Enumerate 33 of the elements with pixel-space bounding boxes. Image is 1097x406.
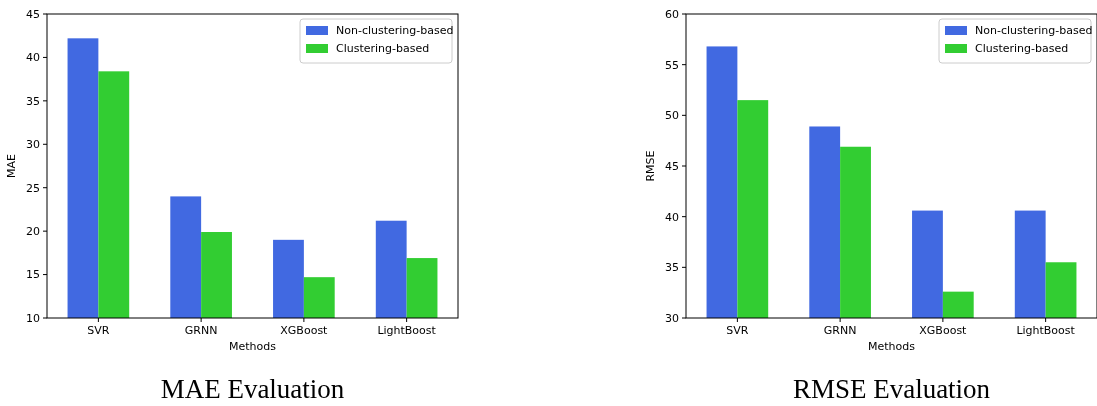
x-tick-label: GRNN (184, 324, 218, 337)
legend-label: Clustering-based (975, 42, 1069, 55)
y-tick-label: 45 (665, 159, 679, 173)
x-axis-title: Methods (229, 340, 277, 353)
legend-label: Non-clustering-based (975, 24, 1093, 37)
y-tick-label: 15 (26, 268, 40, 282)
y-tick-label: 45 (26, 7, 40, 21)
x-tick-label: LightBoost (377, 324, 437, 337)
y-tick-label: 55 (665, 58, 679, 72)
x-tick-label: XGBoost (919, 324, 968, 337)
x-tick-label: XGBoost (280, 324, 329, 337)
y-tick-label: 25 (26, 181, 40, 195)
x-tick-label: LightBoost (1016, 324, 1076, 337)
text: RMSE Evaluation (792, 374, 991, 404)
y-tick-label: 20 (26, 224, 40, 238)
y-tick-label: 30 (26, 138, 40, 152)
y-tick-label: 60 (665, 7, 679, 21)
y-tick-label: 35 (665, 261, 679, 275)
x-tick-label: GRNN (823, 324, 857, 337)
legend-label: Clustering-based (336, 42, 430, 55)
text: MAE Evaluation (160, 374, 345, 404)
y-tick-label: 40 (665, 210, 679, 224)
x-tick-label: SVR (87, 324, 110, 337)
y-tick-label: 50 (665, 109, 679, 123)
y-tick-label: 10 (26, 311, 40, 325)
y-axis-title: MAE (5, 153, 18, 178)
legend-label: Non-clustering-based (336, 24, 454, 37)
x-tick-label: SVR (726, 324, 749, 337)
y-tick-label: 40 (26, 51, 40, 65)
x-axis-title: Methods (868, 340, 916, 353)
y-axis-title: RMSE (644, 150, 657, 182)
y-tick-label: 35 (26, 94, 40, 108)
y-tick-label: 30 (665, 311, 679, 325)
